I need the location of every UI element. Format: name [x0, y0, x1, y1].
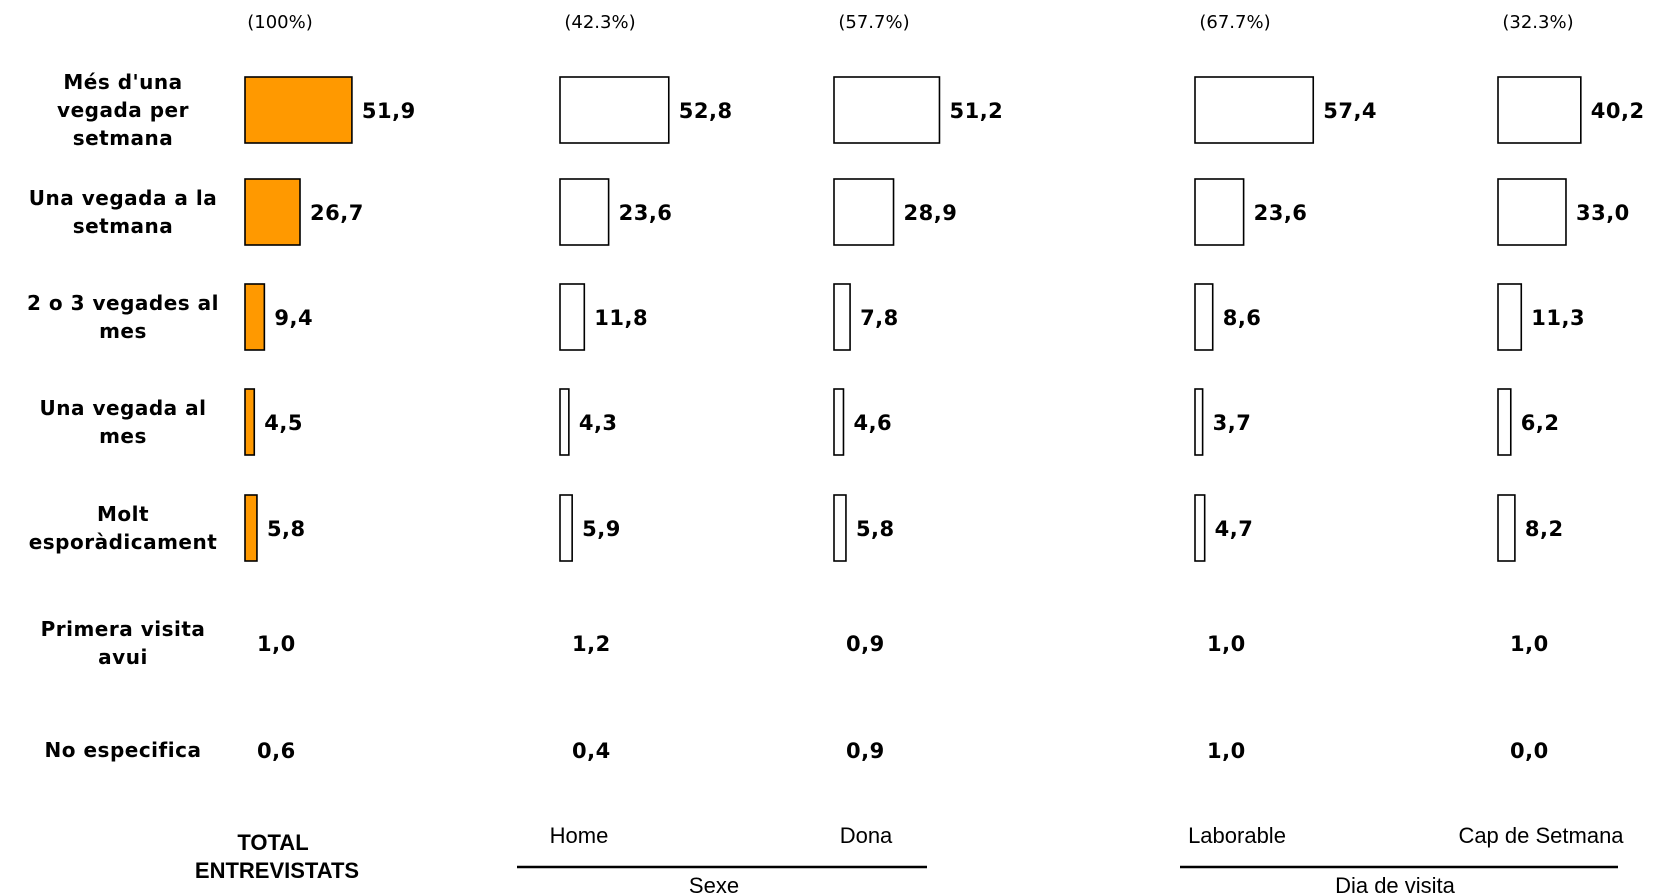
data-label: 3,7 [1213, 411, 1252, 435]
bar [1497, 283, 1523, 351]
data-label: 26,7 [310, 201, 364, 225]
data-label: 0,0 [1510, 739, 1549, 763]
data-label: 8,6 [1223, 306, 1262, 330]
data-label: 1,0 [257, 632, 296, 656]
series-name-label: Dona [840, 823, 893, 848]
column-share-label: (42.3%) [564, 12, 635, 33]
bar [833, 178, 895, 246]
bar [559, 494, 573, 562]
bar [833, 76, 941, 144]
data-label: 5,9 [582, 517, 621, 541]
bar [244, 76, 353, 144]
row-label: 2 o 3 vegades al mes [27, 291, 219, 343]
total-label: TOTAL [237, 830, 308, 855]
row-label: Molt esporàdicament [29, 502, 218, 554]
bar [559, 283, 586, 351]
series-name-label: Home [550, 823, 609, 848]
row-label: Més d'una vegada per setmana [57, 70, 189, 150]
data-label: 5,8 [267, 517, 306, 541]
bar [559, 178, 610, 246]
data-label: 9,4 [274, 306, 313, 330]
bar [1497, 76, 1582, 144]
data-label: 51,2 [949, 99, 1003, 123]
bar [833, 388, 845, 456]
bar [244, 494, 258, 562]
row-label: No especifica [45, 738, 202, 762]
data-label: 4,3 [579, 411, 618, 435]
bar [244, 178, 301, 246]
bar [244, 283, 266, 351]
data-label: 51,9 [362, 99, 416, 123]
row-label: Una vegada a la setmana [29, 186, 217, 238]
data-label: 1,0 [1510, 632, 1549, 656]
column-share-label: (100%) [247, 12, 313, 33]
total-label: ENTREVISTATS [195, 858, 359, 883]
data-label: 1,0 [1207, 739, 1246, 763]
bar [1194, 178, 1245, 246]
data-label: 52,8 [679, 99, 733, 123]
group-label: Dia de visita [1335, 873, 1456, 896]
data-label: 0,4 [572, 739, 611, 763]
bar [1497, 494, 1516, 562]
series-name-label: Cap de Setmana [1458, 823, 1624, 848]
data-label: 0,9 [846, 632, 885, 656]
row-label: Primera visita avui [41, 617, 206, 669]
column-share-label: (57.7%) [838, 12, 909, 33]
data-label: 1,0 [1207, 632, 1246, 656]
data-label: 33,0 [1576, 201, 1630, 225]
data-label: 28,9 [904, 201, 958, 225]
data-label: 40,2 [1591, 99, 1645, 123]
bar [559, 388, 570, 456]
data-label: 23,6 [1254, 201, 1308, 225]
data-label: 4,5 [264, 411, 303, 435]
data-label: 0,9 [846, 739, 885, 763]
bar [1497, 388, 1512, 456]
data-label: 57,4 [1323, 99, 1377, 123]
bar [1194, 388, 1204, 456]
bar [1497, 178, 1567, 246]
bar [1194, 494, 1206, 562]
bar [1194, 76, 1315, 144]
data-label: 5,8 [856, 517, 895, 541]
series-name-label: Laborable [1188, 823, 1286, 848]
column-share-label: (67.7%) [1199, 12, 1270, 33]
data-label: 11,3 [1531, 306, 1585, 330]
bar [1194, 283, 1214, 351]
data-label: 0,6 [257, 739, 296, 763]
group-label: Sexe [689, 873, 739, 896]
data-label: 7,8 [860, 306, 899, 330]
data-label: 23,6 [619, 201, 673, 225]
bar [244, 388, 256, 456]
data-label: 4,6 [853, 411, 892, 435]
bar [559, 76, 670, 144]
data-label: 8,2 [1525, 517, 1564, 541]
data-label: 6,2 [1521, 411, 1560, 435]
data-label: 11,8 [594, 306, 648, 330]
row-label: Una vegada al mes [40, 396, 207, 448]
bar [833, 283, 851, 351]
data-label: 4,7 [1215, 517, 1254, 541]
column-share-label: (32.3%) [1502, 12, 1573, 33]
data-label: 1,2 [572, 632, 611, 656]
bar [833, 494, 847, 562]
